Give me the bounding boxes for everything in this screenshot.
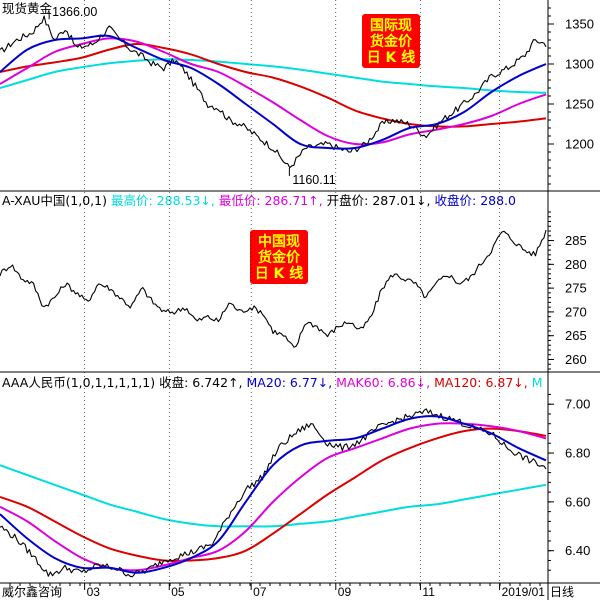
y-tick-label: 6.80 (565, 446, 590, 461)
legend-item: 开盘价: 287.01↓, (323, 193, 431, 208)
legend-item: 最低价: 286.71↑, (215, 193, 323, 208)
y-tick-label: 7.00 (565, 397, 590, 412)
legend-item: 收盘价: 288.0 (431, 193, 516, 208)
chart-badge-text: 国际现 (370, 18, 412, 34)
annotation-label: 1366.00 (52, 5, 97, 19)
x-tick-label: 2019/01 (502, 585, 546, 599)
series-line-price (0, 229, 547, 348)
y-tick-label: 275 (565, 281, 587, 296)
y-tick-label: 260 (565, 352, 587, 367)
y-tick-label: 285 (565, 233, 587, 248)
panel-title: 现货黄金 (2, 1, 53, 16)
brand-label: 威尔鑫咨询 (2, 584, 62, 599)
y-tick-label: 1250 (565, 97, 594, 112)
x-tick-label: 07 (253, 585, 267, 599)
chart-badge-text: 货金价 (369, 33, 413, 50)
series-line-ma60 (0, 422, 547, 572)
series-line-ma20 (0, 415, 547, 574)
chart-badge-text: 中国现 (258, 233, 300, 250)
legend-item: MA120: 6.87↓, (430, 375, 528, 390)
aaa-cny-legend: AAA人民币(1,0,1,1,1,1,1) 收盘: 6.742↑, MA20: … (2, 375, 543, 390)
y-tick-label: 6.60 (565, 494, 590, 509)
annotation-label: 1160.11 (292, 173, 335, 187)
legend-item: MAK60: 6.86↓, (332, 375, 430, 390)
y-tick-label: 6.40 (565, 543, 590, 558)
chart-badge-text: 日 K 线 (367, 49, 416, 66)
legend-item: MA20: 6.77↓, (243, 375, 333, 390)
series-line-ma250 (0, 58, 547, 94)
y-tick-label: 265 (565, 328, 587, 343)
chart-badge-text: 货金价 (257, 249, 301, 266)
series-line-ma60 (0, 37, 547, 146)
aaa-cny-panel: 6.40 6.60 6.80 7.00 (0, 393, 590, 578)
y-tick-label: 1350 (565, 17, 594, 32)
series-line-price (0, 15, 547, 169)
x-axis: 03 05 07 09 11 2019/01 (9, 0, 546, 599)
legend-item: M (528, 375, 543, 390)
period-label: 日线 (550, 585, 574, 599)
legend-item: AAA人民币(1,0,1,1,1,1,1) (2, 375, 155, 390)
x-tick-label: 05 (171, 585, 185, 599)
x-tick-label: 11 (422, 585, 435, 599)
chart-badge-text: 日 K 线 (255, 265, 304, 282)
legend-item: A-XAU中国(1,0,1) (2, 193, 107, 208)
x-tick-label: 09 (338, 585, 352, 599)
series-line-ma120 (0, 427, 547, 562)
legend-item: 最高价: 288.53↓, (107, 193, 215, 208)
y-tick-label: 270 (565, 304, 587, 319)
y-tick-label: 1300 (565, 57, 594, 72)
series-line-ma20 (0, 34, 547, 150)
x-tick-label: 03 (87, 585, 101, 599)
a-xau-legend: A-XAU中国(1,0,1) 最高价: 288.53↓, 最低价: 286.71… (2, 193, 516, 208)
series-line-ma250 (0, 464, 547, 528)
legend-item: 收盘: 6.742↑, (155, 375, 242, 390)
chart-badge (250, 230, 308, 284)
y-tick-label: 280 (565, 257, 587, 272)
chart-badge (362, 14, 420, 68)
y-tick-label: 1200 (565, 137, 594, 152)
